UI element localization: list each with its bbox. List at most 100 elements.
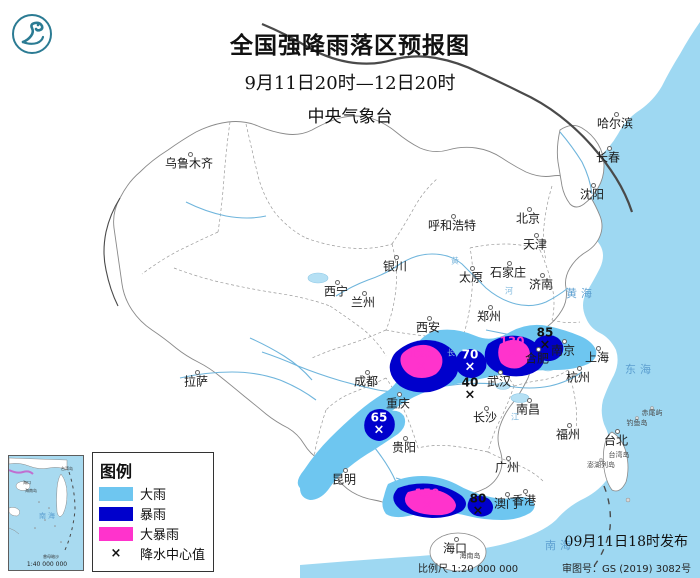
cma-dragon-logo (12, 14, 52, 54)
legend-item-3: × 降水中心值 (99, 545, 207, 563)
city-label-香港: 香港 (511, 493, 537, 508)
city-label-西宁: 西宁 (323, 284, 349, 299)
city-dot (535, 347, 541, 352)
island-label-赤尾屿: 赤尾屿 (641, 409, 663, 417)
city-label-兰州: 兰州 (350, 295, 376, 310)
city-label-郑州: 郑州 (476, 309, 502, 324)
city-label-天津: 天津 (522, 237, 548, 252)
city-dot (187, 152, 193, 157)
city-dot (566, 423, 572, 428)
small-islands (599, 406, 654, 503)
ocean-area (300, 0, 700, 578)
city-dot (396, 392, 402, 397)
city-label-杭州: 杭州 (565, 370, 591, 385)
legend-label: 降水中心值 (140, 548, 206, 563)
city-label-昆明: 昆明 (331, 472, 357, 487)
island-label-海南岛: 海南岛 (459, 552, 481, 560)
city-label-济南: 济南 (528, 277, 554, 292)
river-label-江: 江 (511, 412, 519, 422)
great-rainstorm-area-anhui (498, 340, 530, 369)
svg-text:曾母暗沙: 曾母暗沙 (43, 553, 59, 559)
city-dot (522, 489, 528, 494)
issue-time: 09月11日18时发布 (564, 534, 688, 550)
legend-swatch (99, 506, 133, 521)
sea-label-南海: 南海 (545, 539, 575, 552)
city-dot (426, 316, 432, 321)
city-dot (487, 305, 493, 310)
city-dot (483, 406, 489, 411)
city-dot (526, 207, 532, 212)
city-dot (614, 429, 620, 434)
rain-band-central (297, 324, 597, 500)
city-label-福州: 福州 (555, 427, 581, 442)
city-dot (453, 537, 459, 542)
city-label-南昌: 南昌 (515, 402, 541, 417)
inset-scale-text: 1:40 000 000 (26, 561, 68, 568)
city-label-太原: 太原 (458, 270, 484, 285)
city-dot (450, 214, 456, 219)
city-dot (497, 370, 503, 375)
city-label-长沙: 长沙 (472, 410, 498, 425)
city-label-上海: 上海 (584, 350, 610, 365)
ne-river (559, 131, 593, 195)
north-river-1 (185, 201, 267, 219)
city-label-南京: 南京 (550, 343, 576, 358)
legend-item-2: 大暴雨 (99, 525, 207, 543)
legend-label: 大雨 (140, 488, 167, 503)
city-label-长春: 长春 (595, 150, 621, 165)
city-label-合肥: 合肥 (524, 351, 550, 366)
rainstorm-blob-70 (455, 349, 487, 378)
island-label-钓鱼岛: 钓鱼岛 (626, 419, 648, 427)
map-scale: 比例尺 1:20 000 000 (418, 564, 519, 575)
city-dot (342, 468, 348, 473)
city-label-拉萨: 拉萨 (183, 374, 209, 389)
national-boundary-west (103, 197, 121, 307)
city-dot (561, 339, 567, 344)
great-rainstorm-area-south (404, 489, 456, 516)
taiwan-island (602, 431, 629, 492)
south-china-sea-inset: 南海 海口 海南岛 台湾岛 曾母暗沙 1:40 000 000 (8, 455, 84, 571)
city-label-沈阳: 沈阳 (579, 187, 605, 202)
svg-text:南海: 南海 (39, 511, 57, 520)
legend-rows: 大雨暴雨大暴雨 × 降水中心值 (99, 485, 207, 563)
city-label-北京: 北京 (515, 211, 541, 226)
tibet-river-1 (179, 371, 317, 401)
rain-band-south (382, 476, 535, 520)
city-label-哈尔滨: 哈尔滨 (596, 116, 634, 131)
island-label-台湾岛: 台湾岛 (608, 451, 630, 459)
svg-text:海口: 海口 (23, 479, 31, 485)
legend-swatch (99, 486, 133, 501)
island-label-澎湖列岛: 澎湖列岛 (587, 461, 615, 469)
nine-dash-line (593, 485, 612, 567)
city-label-成都: 成都 (353, 374, 379, 389)
yellow-river (335, 253, 569, 307)
city-dot (595, 346, 601, 351)
legend-swatch (99, 526, 133, 541)
city-label-石家庄: 石家庄 (489, 265, 527, 280)
city-dot (606, 146, 612, 151)
city-dot (402, 436, 408, 441)
city-label-海口: 海口 (442, 541, 468, 556)
city-label-呼和浩特: 呼和浩特 (427, 218, 477, 233)
city-dot (590, 183, 596, 188)
city-dot (526, 398, 532, 403)
city-dot (505, 456, 511, 461)
svg-text:台湾岛: 台湾岛 (61, 465, 73, 471)
sea-label-东海: 东海 (625, 363, 655, 376)
river-label-河: 河 (505, 286, 513, 296)
hainan-island (429, 532, 487, 572)
city-dot (504, 492, 510, 497)
map-review-number: 审图号：GS (2019) 3082号 (562, 564, 692, 575)
rainstorm-blob-80 (467, 495, 494, 517)
legend-item-1: 暴雨 (99, 505, 207, 523)
city-dot (533, 233, 539, 238)
city-label-乌鲁木齐: 乌鲁木齐 (164, 156, 214, 171)
city-dot (539, 273, 545, 278)
city-dot (393, 255, 399, 260)
city-dot (576, 366, 582, 371)
city-dot (194, 370, 200, 375)
city-label-武汉: 武汉 (486, 374, 512, 389)
sea-label-黄海: 黄海 (566, 287, 596, 300)
city-label-贵阳: 贵阳 (391, 440, 417, 455)
